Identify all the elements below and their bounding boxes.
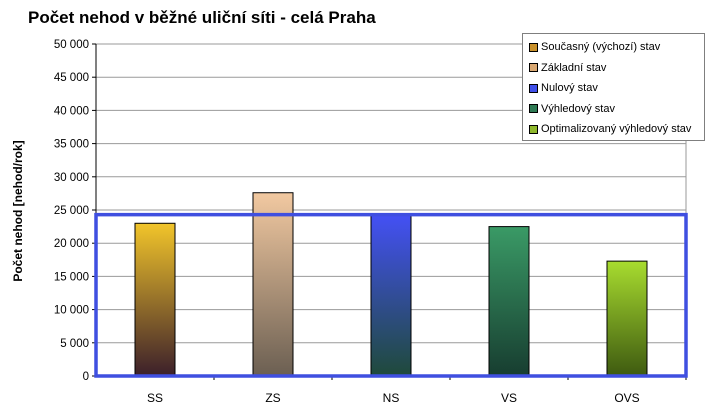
bar-ovs — [606, 260, 648, 377]
y-tick-label: 5 000 — [60, 338, 89, 350]
y-tick-label: 40 000 — [54, 105, 89, 117]
legend-swatch — [529, 63, 538, 73]
legend-swatch — [529, 42, 538, 52]
highlight-rectangle-outline — [94, 212, 688, 378]
x-tick-label: SS — [147, 391, 163, 405]
legend-item: Základní stav — [529, 58, 698, 79]
legend-label: Optimalizovaný výhledový stav — [541, 123, 692, 136]
legend-item: Nulový stav — [529, 78, 698, 99]
legend-label: Současný (výchozí) stav — [541, 41, 661, 54]
bar-ss — [134, 222, 176, 377]
legend-label: Základní stav — [541, 61, 607, 74]
y-tick-label: 30 000 — [54, 172, 89, 184]
y-tick-label: 10 000 — [54, 305, 89, 317]
y-tick-label: 0 — [83, 371, 89, 383]
legend-item: Současný (výchozí) stav — [529, 37, 698, 58]
legend-item: Výhledový stav — [529, 99, 698, 120]
tick-labels: 0 5 000 10 000 15 000 20 000 25 000 30 000 35 0… — [54, 39, 640, 405]
y-tick-label: 15 000 — [54, 271, 89, 283]
x-tick-label: VS — [501, 391, 517, 405]
bar-vs — [488, 226, 530, 377]
legend-swatch — [529, 104, 538, 114]
legend-swatch — [529, 124, 538, 134]
y-axis-label: Počet nehod [nehod/rok] — [11, 140, 25, 281]
x-tick-label: OVS — [614, 391, 639, 405]
x-tick-label: NS — [383, 391, 400, 405]
x-tick-label: ZS — [265, 391, 280, 405]
y-tick-label: 20 000 — [54, 238, 89, 250]
y-tick-label: 50 000 — [54, 39, 89, 51]
bars — [134, 192, 648, 377]
legend-label: Nulový stav — [541, 82, 598, 95]
legend: Současný (výchozí) stav Základní stav Nulo… — [522, 33, 705, 141]
legend-swatch — [529, 83, 538, 93]
bar-zs — [252, 192, 294, 377]
y-tick-label: 45 000 — [54, 72, 89, 84]
legend-item: Optimalizovaný výhledový stav — [529, 119, 698, 140]
legend-label: Výhledový stav — [541, 102, 615, 115]
y-tick-label: 25 000 — [54, 205, 89, 217]
chart-title: Počet nehod v běžné uliční síti - celá P… — [28, 8, 376, 27]
bar-ns — [370, 214, 412, 377]
highlight-rectangle — [94, 212, 688, 378]
y-tick-label: 35 000 — [54, 139, 89, 151]
